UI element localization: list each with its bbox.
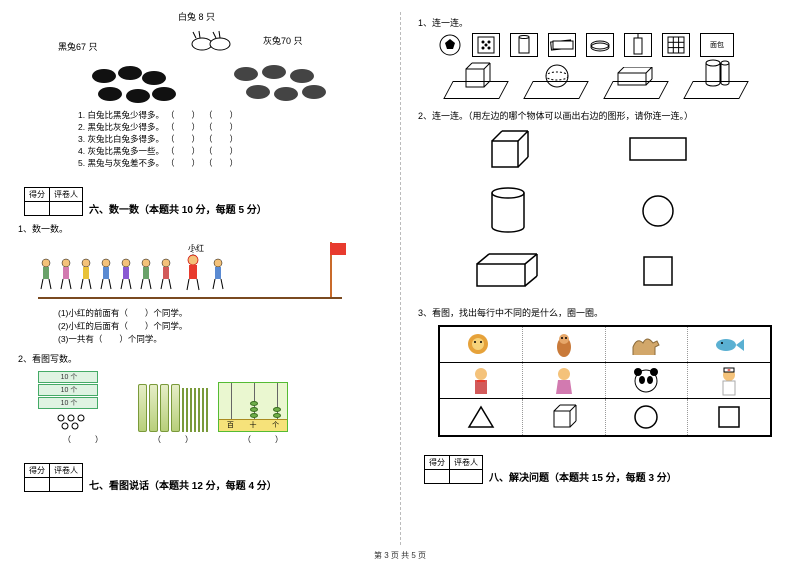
sub-line: (3)一共有（ ）个同学。 [58, 333, 382, 346]
circle-outline-icon [606, 399, 689, 435]
rabbit-q-line: 5. 黑兔与灰兔差不多。（ ）（ ） [78, 158, 382, 170]
left-column: 白兔 8 只 黑兔67 只 灰兔70 只 1. 白兔比黑兔少得多。（ ）（ ） … [0, 0, 400, 565]
sub-line: (2)小红的后面有（ ）个同学。 [58, 320, 382, 333]
surface-cuboid [608, 65, 664, 99]
sphere-on-surface-icon [544, 63, 570, 89]
sticks-figure: （ ） [128, 377, 218, 445]
shape-rect [598, 124, 718, 178]
r-q3-label: 3、看图，找出每行中不同的是什么，圈一圈。 [418, 306, 782, 319]
r-q1-label: 1、连一连。 [418, 16, 782, 29]
score-h2: 评卷人 [450, 456, 483, 470]
kids-icon [38, 243, 298, 303]
blank-caption: （ ） [38, 434, 128, 445]
section8-header: 得分评卷人 八、解决问题（本题共 15 分，每题 3 分） [418, 455, 782, 484]
score-h2: 评卷人 [50, 188, 83, 202]
square-outline-icon [688, 399, 770, 435]
rabbit-questions: 1. 白兔比黑兔少得多。（ ）（ ） 2. 黑兔比灰兔少得多。（ ）（ ） 3.… [78, 110, 382, 169]
surface-cube [448, 65, 504, 99]
abacus-col: 个 [264, 420, 287, 431]
odd-one-grid [438, 325, 772, 437]
score-h1: 得分 [25, 188, 50, 202]
counting-sub-questions: (1)小红的前面有（ ）个同学。 (2)小红的后面有（ ）个同学。 (3)一共有… [58, 307, 382, 345]
r-q2-label: 2、连一连。（用左边的哪个物体可以画出右边的图形，请你连一连。） [418, 109, 782, 122]
soccer-icon [438, 33, 462, 57]
rubik-icon [662, 33, 690, 57]
shape-square [598, 244, 718, 298]
nurse-icon [688, 363, 770, 398]
lion-icon [440, 327, 523, 362]
section8-title: 八、解决问题（本题共 15 分，每题 3 分） [489, 469, 677, 484]
blank-caption: （ ） [218, 434, 308, 445]
grey-rabbit-label: 灰兔70 只 [263, 34, 303, 47]
cube-wire-icon [523, 399, 606, 435]
surfaces-row [448, 65, 782, 99]
bread-box-icon: 面包 [700, 33, 734, 57]
sub-line: (1)小红的前面有（ ）个同学。 [58, 307, 382, 320]
score-table: 得分评卷人 [24, 187, 83, 216]
monkey-icon [523, 327, 606, 362]
abacus-col: 百 [219, 420, 242, 431]
section7-title: 七、看图说话（本题共 12 分，每题 4 分） [89, 477, 277, 492]
shape-cylinder [448, 184, 568, 238]
q1-label: 1、数一数。 [18, 222, 382, 235]
abacus-figure: 百 十 个 （ ） [218, 382, 308, 445]
box-layer: 10 个 [38, 397, 98, 409]
white-rabbits-icon [188, 28, 238, 54]
surface-cylinder [688, 65, 744, 99]
juice-icon [624, 33, 652, 57]
rabbit-q-line: 1. 白兔比黑兔少得多。（ ）（ ） [78, 110, 382, 122]
blank-caption: （ ） [128, 434, 218, 445]
section6-title: 六、数一数（本题共 10 分，每题 5 分） [89, 201, 267, 216]
odd-row-animals [440, 327, 770, 363]
disc-icon [586, 33, 614, 57]
girl-icon [523, 363, 606, 398]
rabbit-q-line: 4. 灰兔比黑兔多一些。（ ）（ ） [78, 146, 382, 158]
section7-header: 得分评卷人 七、看图说话（本题共 12 分，每题 4 分） [18, 463, 382, 492]
box-layer: 10 个 [38, 384, 98, 396]
shape-cuboid [448, 244, 568, 298]
rabbit-q-line: 3. 灰兔比白兔多得多。（ ）（ ） [78, 134, 382, 146]
section6-header: 得分评卷人 六、数一数（本题共 10 分，每题 5 分） [18, 187, 382, 216]
counting-figures: 10 个 10 个 10 个 （ ） （ ） 百 [38, 371, 382, 445]
rabbits-figure: 白兔 8 只 黑兔67 只 灰兔70 只 [58, 10, 382, 110]
surface-sphere [528, 65, 584, 99]
triangle-icon [440, 399, 523, 435]
score-table: 得分评卷人 [24, 463, 83, 492]
shape-circle [598, 184, 718, 238]
panda-icon [606, 363, 689, 398]
kids-figure: 小红 [38, 237, 382, 307]
right-column: 1、连一连。 面包 2、连一连。（用左边的哪个物体可以画出右边的图形，请你连一连… [400, 0, 800, 565]
score-h2: 评卷人 [50, 463, 83, 477]
loose-dots-icon [53, 412, 113, 430]
cylinder-on-surface-icon [704, 59, 730, 89]
odd-row-people [440, 363, 770, 399]
cube-on-surface-icon [462, 61, 492, 91]
grey-rabbits-icon [228, 58, 338, 108]
abacus-col: 十 [242, 420, 265, 431]
score-table: 得分评卷人 [424, 455, 483, 484]
connect-top-row: 面包 [438, 33, 782, 57]
white-rabbit-label: 白兔 8 只 [178, 10, 215, 23]
q2-label: 2、看图写数。 [18, 352, 382, 365]
shapes-match-grid [448, 124, 782, 298]
boxes-figure: 10 个 10 个 10 个 （ ） [38, 371, 128, 445]
score-h1: 得分 [25, 463, 50, 477]
fish-icon [688, 327, 770, 362]
can-icon [510, 33, 538, 57]
shape-cube [448, 124, 568, 178]
boy-icon [440, 363, 523, 398]
box-layer: 10 个 [38, 371, 98, 383]
dice-icon [472, 33, 500, 57]
odd-row-shapes [440, 399, 770, 435]
flag-icon [330, 243, 346, 255]
page-footer: 第 3 页 共 5 页 [0, 550, 800, 561]
black-rabbit-label: 黑兔67 只 [58, 40, 98, 53]
camel-icon [606, 327, 689, 362]
score-h1: 得分 [425, 456, 450, 470]
black-rabbits-icon [86, 58, 186, 108]
rabbit-q-line: 2. 黑兔比灰兔少得多。（ ）（ ） [78, 122, 382, 134]
cuboid-on-surface-icon [616, 67, 656, 89]
cards-icon [548, 33, 576, 57]
